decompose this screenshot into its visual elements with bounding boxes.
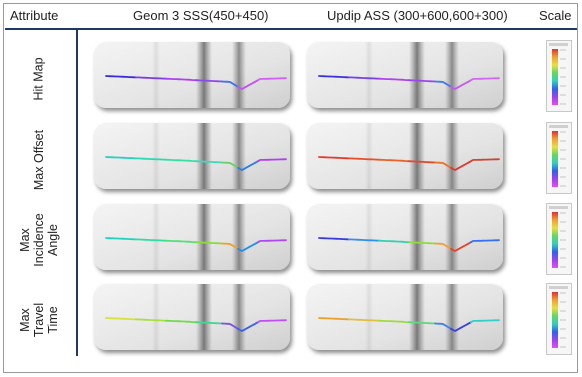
row-label-max-incidence-angle: Max Incidence Angle: [18, 213, 60, 267]
horizon-segment: [450, 160, 472, 172]
horizon-segment: [105, 237, 137, 241]
surface-panel-r2-c1: [92, 121, 300, 199]
row-label-hit-map: Hit Map: [31, 57, 46, 101]
row-label-max-travel-time: Max Travel Time: [18, 302, 60, 338]
horizon-segment: [318, 317, 350, 321]
horizon-segment: [348, 76, 380, 80]
surface-panel-r2-c2: [305, 121, 513, 199]
figure-frame: [3, 3, 578, 373]
horizon-segment: [237, 79, 259, 91]
color-scale-4: [546, 283, 572, 360]
horizon-segment: [195, 241, 223, 245]
horizon-segment: [470, 158, 500, 163]
surface-panel-r4-c1: [92, 282, 300, 360]
horizon-segment: [470, 77, 500, 82]
horizon-segment: [135, 157, 167, 161]
horizon-segment: [434, 161, 452, 169]
horizon-segment: [318, 237, 350, 241]
horizon-segment: [434, 242, 452, 250]
horizon-segment: [318, 75, 350, 79]
horizon-segment: [257, 77, 287, 82]
horizon-segment: [221, 161, 239, 169]
horizon-segment: [348, 318, 380, 322]
horizon-segment: [318, 156, 350, 160]
horizon-segment: [348, 157, 380, 161]
row-label-max-offset: Max Offset: [32, 129, 46, 191]
horizon-segment: [165, 239, 197, 244]
horizon-segment: [378, 319, 410, 324]
horizon-segment: [221, 242, 239, 250]
horizon-segment: [408, 160, 436, 164]
header-col1: Geom 3 SSS(450+450): [133, 8, 269, 23]
surface-panel-r4-c2: [305, 282, 513, 360]
horizon-segment: [257, 158, 287, 163]
surface-panel-r1-c2: [305, 40, 513, 118]
horizon-segment: [237, 321, 259, 333]
horizon-segment: [434, 322, 452, 330]
header-scale: Scale: [539, 8, 572, 23]
horizon-segment: [408, 241, 436, 245]
header-rule: [5, 28, 577, 30]
horizon-segment: [470, 319, 500, 324]
horizon-segment: [135, 318, 167, 322]
horizon-segment: [348, 238, 380, 242]
horizon-segment: [105, 156, 137, 160]
horizon-segment: [470, 239, 500, 244]
horizon-segment: [450, 321, 472, 333]
horizon-segment: [237, 160, 259, 172]
column-rule: [76, 29, 78, 356]
horizon-segment: [221, 80, 239, 88]
surface-panel-r1-c1: [92, 40, 300, 118]
color-scale-1: [546, 40, 572, 117]
horizon-segment: [434, 80, 452, 88]
horizon-segment: [408, 321, 436, 325]
horizon-segment: [450, 79, 472, 91]
color-scale-3: [546, 203, 572, 280]
horizon-segment: [195, 79, 223, 83]
surface-panel-r3-c2: [305, 202, 513, 280]
header-attribute: Attribute: [10, 8, 59, 23]
horizon-segment: [237, 241, 259, 253]
header-col2: Updip ASS (300+600,600+300): [327, 8, 508, 23]
horizon-segment: [165, 77, 197, 82]
horizon-segment: [257, 319, 287, 324]
horizon-segment: [195, 321, 223, 325]
horizon-segment: [135, 238, 167, 242]
surface-panel-r3-c1: [92, 202, 300, 280]
horizon-segment: [105, 317, 137, 321]
horizon-segment: [221, 322, 239, 330]
horizon-segment: [195, 160, 223, 164]
color-scale-2: [546, 122, 572, 199]
horizon-segment: [257, 239, 287, 244]
horizon-segment: [408, 79, 436, 83]
horizon-segment: [378, 77, 410, 82]
horizon-segment: [165, 158, 197, 163]
horizon-segment: [135, 76, 167, 80]
horizon-segment: [378, 158, 410, 163]
horizon-segment: [165, 319, 197, 324]
horizon-segment: [450, 241, 472, 253]
horizon-segment: [378, 239, 410, 244]
horizon-segment: [105, 75, 137, 79]
